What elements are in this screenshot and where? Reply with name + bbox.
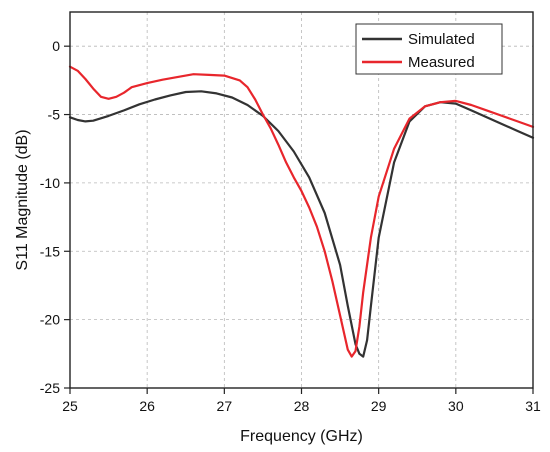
legend-label-simulated: Simulated <box>408 31 475 48</box>
legend-label-measured: Measured <box>408 54 475 71</box>
y-tick-label: -10 <box>40 175 60 191</box>
y-tick-label: -20 <box>40 312 60 328</box>
x-tick-label: 27 <box>217 398 233 414</box>
x-axis-title: Frequency (GHz) <box>240 428 363 445</box>
series-layer <box>68 65 535 358</box>
y-tick-label: -25 <box>40 380 60 396</box>
x-tick-label: 29 <box>371 398 387 414</box>
axis-ticks: 25 26 27 28 29 30 31 0 -5 -10 -15 -20 -25 <box>40 38 541 414</box>
x-tick-label: 25 <box>62 398 78 414</box>
x-tick-label: 26 <box>139 398 155 414</box>
y-tick-label: -5 <box>48 107 61 123</box>
x-tick-label: 31 <box>525 398 541 414</box>
series-line-measured <box>68 65 535 358</box>
x-tick-label: 28 <box>294 398 310 414</box>
y-tick-label: -15 <box>40 243 60 259</box>
legend-box <box>355 23 503 75</box>
y-axis-title: S11 Magnitude (dB) <box>14 129 31 270</box>
y-tick-label: 0 <box>52 38 60 54</box>
legend: Simulated Measured <box>355 23 503 75</box>
x-tick-label: 30 <box>448 398 464 414</box>
